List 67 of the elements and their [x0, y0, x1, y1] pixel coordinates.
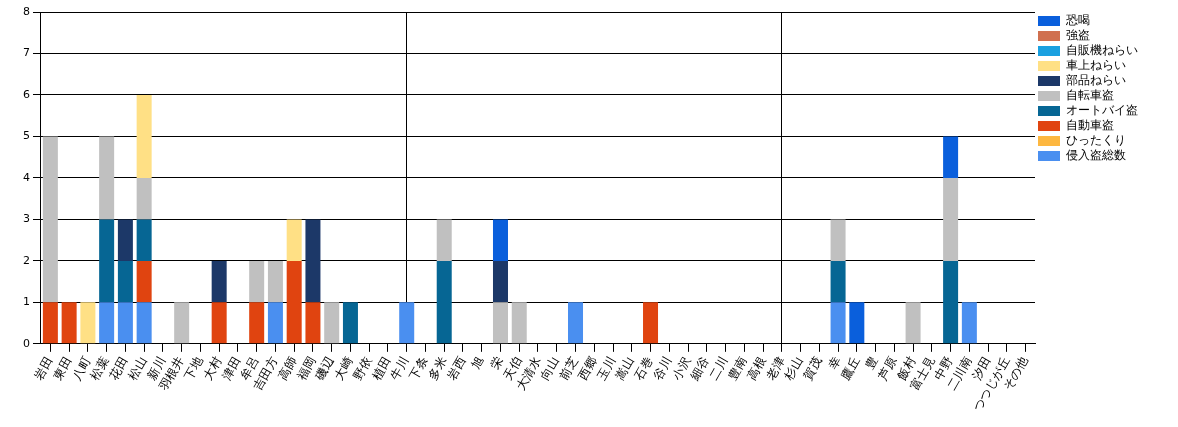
- y-tick-label: 3: [23, 212, 30, 226]
- y-tick-label: 6: [23, 87, 30, 101]
- bar: [174, 302, 190, 344]
- bar: [492, 302, 508, 344]
- bar: [905, 302, 921, 344]
- bar: [136, 219, 152, 261]
- bar: [399, 302, 415, 344]
- bar: [342, 302, 358, 344]
- legend-label: 車上ねらい: [1066, 58, 1126, 73]
- bar: [568, 302, 584, 344]
- legend-label: 強盗: [1066, 28, 1090, 43]
- bar: [136, 177, 152, 220]
- bar: [99, 219, 115, 303]
- bar: [136, 302, 152, 344]
- bar: [249, 302, 265, 344]
- bar: [492, 219, 508, 261]
- legend-label: 自転車盗: [1066, 88, 1114, 103]
- bar: [211, 260, 227, 303]
- bar: [117, 260, 133, 303]
- y-tick-label: 5: [23, 129, 30, 143]
- bar: [267, 260, 283, 303]
- bar: [249, 260, 265, 303]
- bar: [117, 219, 133, 261]
- bar: [267, 302, 283, 344]
- bar: [943, 177, 959, 261]
- legend-label: オートバイ盗: [1066, 103, 1138, 118]
- bar: [643, 302, 659, 344]
- legend-label: 部品ねらい: [1066, 73, 1126, 88]
- y-tick-label: 2: [23, 253, 30, 267]
- bar: [324, 302, 340, 344]
- bar: [830, 302, 846, 344]
- legend-label: ひったくり: [1066, 133, 1126, 148]
- bar: [136, 260, 152, 303]
- y-tick-label: 1: [23, 295, 30, 309]
- bar: [211, 302, 227, 344]
- bar: [511, 302, 527, 344]
- x-tick-label: 豊: [862, 354, 881, 372]
- bar: [830, 260, 846, 303]
- bar: [943, 136, 959, 178]
- bar: [80, 302, 96, 344]
- bar: [492, 260, 508, 303]
- bar: [830, 219, 846, 261]
- bar: [305, 219, 321, 303]
- x-tick-label: 旭: [468, 354, 488, 372]
- bar: [136, 94, 152, 178]
- y-tick-label: 0: [23, 336, 30, 350]
- legend-label: 自動車盗: [1066, 118, 1114, 133]
- bar: [286, 260, 302, 344]
- bar: [961, 302, 977, 344]
- bar: [436, 219, 452, 261]
- y-tick-label: 8: [23, 4, 30, 18]
- bar: [943, 260, 959, 344]
- legend-label: 侵入盗総数: [1066, 148, 1126, 163]
- y-tick-label: 4: [23, 170, 30, 184]
- bar: [42, 302, 58, 344]
- bar: [99, 302, 115, 344]
- bar: [849, 302, 865, 344]
- legend-label: 自販機ねらい: [1066, 43, 1138, 58]
- legend-label: 恐喝: [1065, 13, 1090, 28]
- bar: [305, 302, 321, 344]
- bar: [117, 302, 133, 344]
- y-tick-label: 7: [23, 46, 30, 60]
- bar: [42, 136, 58, 303]
- bar: [61, 302, 77, 344]
- bar: [99, 136, 115, 220]
- bar: [286, 219, 302, 261]
- bar: [436, 260, 452, 344]
